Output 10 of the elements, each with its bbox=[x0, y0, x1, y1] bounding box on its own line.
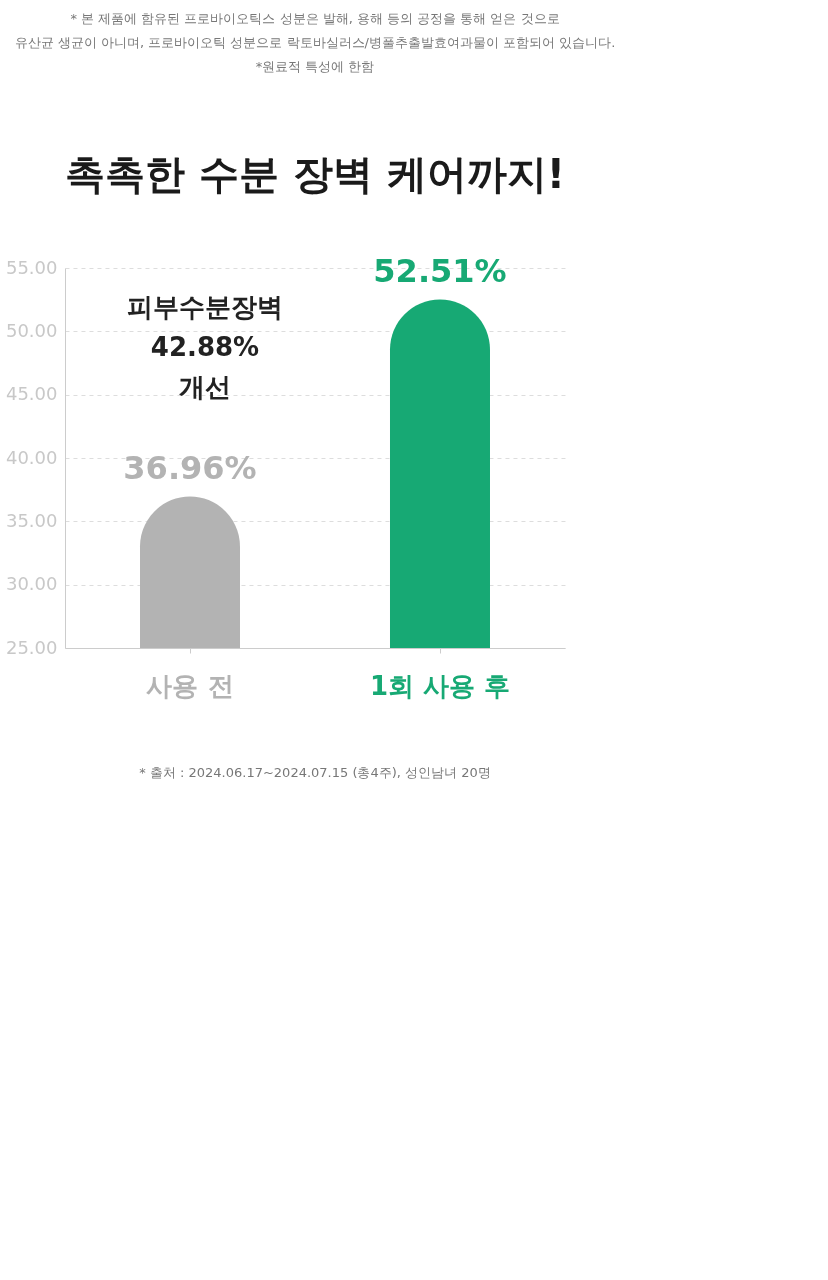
annotation: 피부수분장벽 42.88% 개선 bbox=[127, 292, 283, 402]
x-tick-label: 사용 전 bbox=[146, 670, 234, 701]
data-label: 36.96% bbox=[123, 448, 257, 487]
text: * 출처 : 2024.06.17~2024.07.15 (총4주), 성인남녀 20명 bbox=[139, 765, 491, 780]
text: * 본 제품에 함유된 프로바이오틱스 성분은 발해, 용해 등의 공정을 통해 얻은 것으로 bbox=[70, 11, 560, 26]
text: 유산균 생균이 아니며, 프로바이오틱 성분으로 락토바실러스/병풀추출발효여과물이 포함되어 있습니다. bbox=[14, 35, 616, 50]
chart-title: 촉촉한 수분 장벽 케어까지! bbox=[64, 150, 566, 197]
text: *원료적 특성에 한함 bbox=[255, 59, 375, 74]
x-tick-label: 1회 사용 후 bbox=[369, 670, 511, 701]
data-label: 52.51% bbox=[373, 251, 507, 290]
